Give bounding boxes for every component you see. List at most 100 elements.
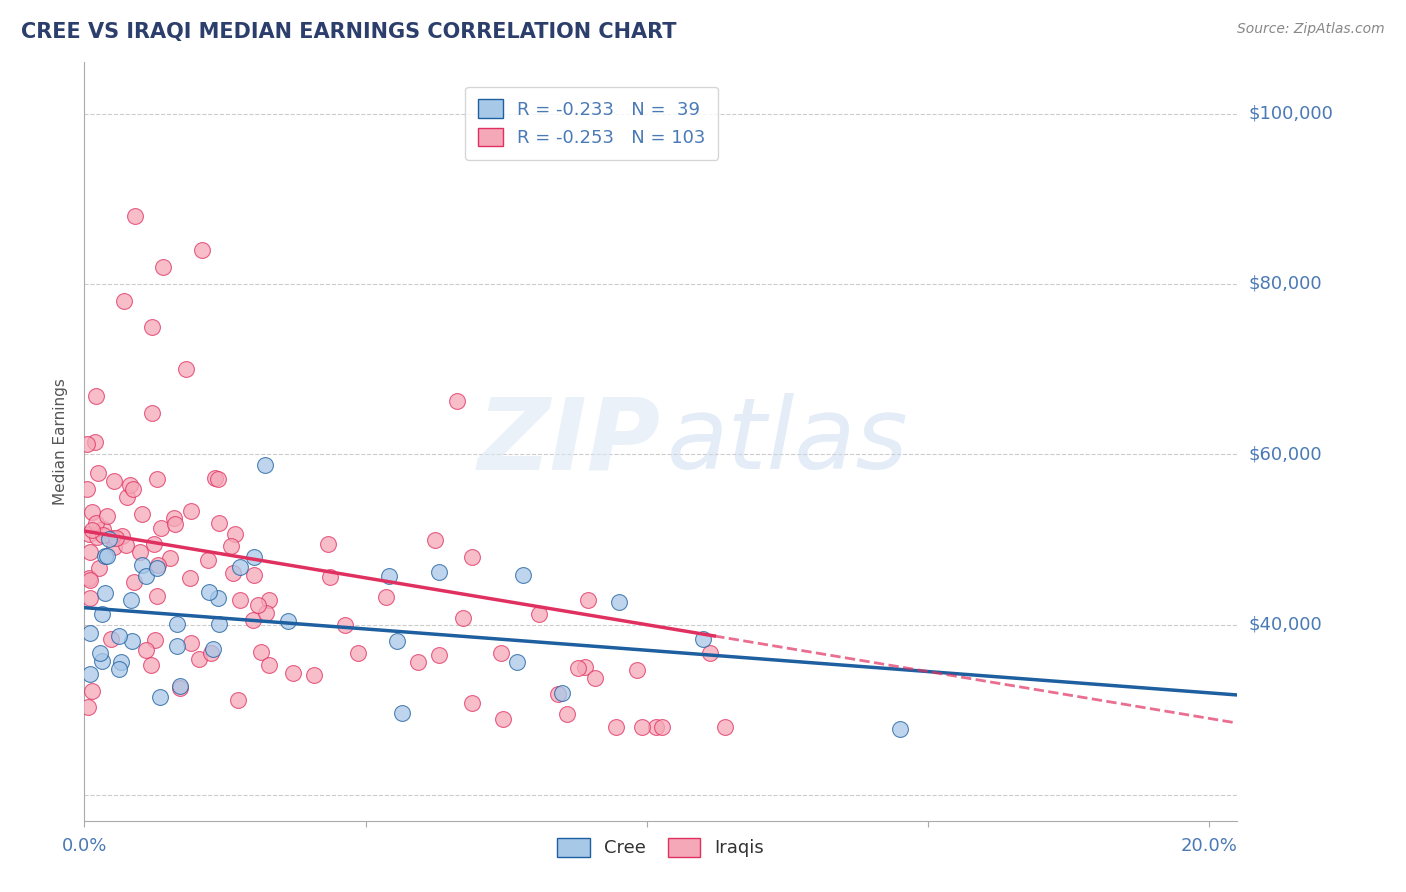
Point	[529, 607, 551, 621]
Point	[427, 648, 450, 662]
Point	[96, 549, 118, 563]
Point	[551, 686, 574, 700]
Point	[124, 209, 146, 223]
Point	[96, 509, 118, 524]
Point	[512, 567, 534, 582]
Point	[112, 293, 135, 308]
Text: $80,000: $80,000	[1249, 275, 1322, 293]
Text: $60,000: $60,000	[1249, 445, 1322, 463]
Point	[180, 636, 202, 650]
Point	[200, 646, 222, 660]
Point	[121, 633, 143, 648]
Point	[162, 511, 184, 525]
Point	[104, 531, 127, 545]
Point	[122, 575, 145, 590]
Point	[576, 592, 599, 607]
Point	[166, 640, 188, 654]
Point	[254, 458, 277, 472]
Point	[76, 482, 98, 496]
Point	[607, 595, 630, 609]
Point	[180, 504, 202, 518]
Text: $100,000: $100,000	[1249, 104, 1333, 122]
Point	[94, 549, 117, 564]
Point	[91, 522, 114, 536]
Point	[150, 520, 173, 534]
Point	[89, 647, 111, 661]
Point	[391, 706, 413, 721]
Point	[115, 537, 138, 551]
Point	[120, 478, 142, 492]
Point	[110, 656, 132, 670]
Point	[146, 589, 169, 603]
Text: ZIP: ZIP	[478, 393, 661, 490]
Point	[319, 570, 342, 584]
Point	[374, 590, 396, 604]
Point	[228, 593, 250, 607]
Point	[201, 641, 224, 656]
Point	[77, 526, 100, 541]
Point	[644, 720, 666, 734]
Point	[174, 362, 197, 376]
Point	[79, 667, 101, 681]
Point	[889, 722, 911, 736]
Point	[385, 633, 408, 648]
Point	[257, 658, 280, 673]
Point	[250, 645, 273, 659]
Point	[491, 646, 513, 660]
Point	[152, 260, 174, 274]
Point	[93, 586, 115, 600]
Point	[204, 471, 226, 485]
Point	[574, 660, 596, 674]
Point	[111, 529, 134, 543]
Point	[427, 566, 450, 580]
Point	[406, 656, 429, 670]
Point	[699, 646, 721, 660]
Point	[131, 507, 153, 521]
Point	[141, 406, 163, 420]
Point	[316, 537, 339, 551]
Point	[346, 647, 368, 661]
Point	[692, 632, 714, 646]
Point	[626, 663, 648, 677]
Point	[135, 643, 157, 657]
Point	[713, 720, 735, 734]
Point	[90, 654, 112, 668]
Point	[425, 533, 447, 547]
Point	[461, 696, 484, 710]
Point	[242, 568, 264, 582]
Point	[165, 516, 187, 531]
Point	[219, 539, 242, 553]
Point	[222, 566, 245, 581]
Point	[333, 618, 356, 632]
Point	[169, 681, 191, 696]
Point	[229, 560, 252, 574]
Point	[103, 474, 125, 488]
Point	[101, 531, 124, 545]
Point	[87, 560, 110, 574]
Point	[257, 592, 280, 607]
Point	[277, 614, 299, 628]
Point	[191, 243, 214, 257]
Point	[242, 613, 264, 627]
Point	[120, 592, 142, 607]
Point	[135, 569, 157, 583]
Point	[79, 574, 101, 588]
Point	[90, 607, 112, 621]
Point	[108, 662, 131, 676]
Point	[91, 528, 114, 542]
Point	[243, 549, 266, 564]
Point	[567, 660, 589, 674]
Point	[142, 537, 165, 551]
Point	[226, 693, 249, 707]
Point	[246, 598, 269, 612]
Point	[555, 706, 578, 721]
Point	[115, 490, 138, 504]
Point	[97, 533, 120, 547]
Point	[121, 482, 143, 496]
Point	[80, 505, 103, 519]
Legend: Cree, Iraqis: Cree, Iraqis	[550, 830, 772, 864]
Point	[103, 540, 125, 554]
Point	[80, 523, 103, 537]
Point	[79, 626, 101, 640]
Point	[169, 679, 191, 693]
